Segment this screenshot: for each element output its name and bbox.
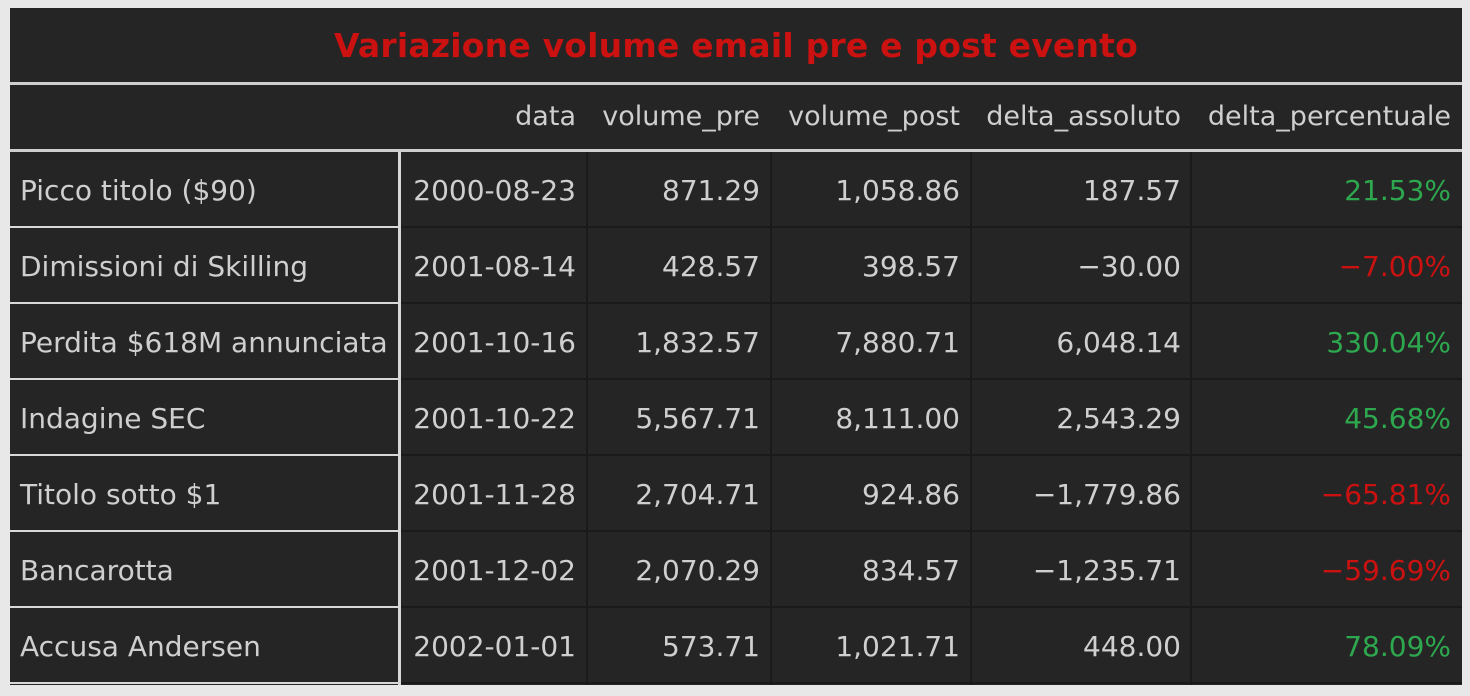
column-header-delta-assoluto: delta_assoluto: [986, 101, 1181, 132]
cell-delta-assoluto: −1,235.71: [1032, 554, 1181, 587]
cell-volume-post: 7,880.71: [835, 326, 960, 359]
cell-delta-assoluto: 6,048.14: [1056, 326, 1181, 359]
cell-delta-percentuale: 78.09%: [1344, 630, 1451, 663]
cell-delta-percentuale: −59.69%: [1320, 554, 1451, 587]
header-separator: [10, 149, 1462, 152]
cell-volume-pre: 428.57: [662, 250, 760, 283]
column-header-delta-percentuale: delta_percentuale: [1207, 101, 1451, 132]
column-divider: [1190, 152, 1192, 685]
table-row: Perdita $618M annunciata 2001-10-16 1,832.…: [10, 304, 1462, 380]
row-separator: [401, 454, 1462, 456]
cell-data: 2001-10-22: [413, 402, 576, 435]
row-label-evento: Titolo sotto $1: [20, 478, 222, 511]
cell-volume-post: 1,058.86: [835, 174, 960, 207]
row-label-evento: Picco titolo ($90): [20, 174, 257, 207]
row-separator: [401, 530, 1462, 532]
cell-data: 2002-01-01: [413, 630, 576, 663]
styled-table: Variazione volume email pre e post event…: [10, 8, 1462, 685]
row-separator: [10, 530, 398, 532]
table-row: Picco titolo ($90) 2000-08-23 871.29 1,058.…: [10, 152, 1462, 228]
column-header-data: data: [515, 101, 576, 132]
cell-volume-post: 834.57: [862, 554, 960, 587]
cell-volume-pre: 5,567.71: [635, 402, 760, 435]
cell-data: 2001-11-28: [413, 478, 576, 511]
cell-delta-assoluto: 2,543.29: [1056, 402, 1181, 435]
table-row: Dimissioni di Skilling 2001-08-14 428.57 39…: [10, 228, 1462, 304]
cell-delta-assoluto: −30.00: [1077, 250, 1181, 283]
column-divider: [586, 152, 588, 685]
cell-volume-post: 398.57: [862, 250, 960, 283]
table-row: Indagine SEC 2001-10-22 5,567.71 8,111.00 2,…: [10, 380, 1462, 456]
cell-delta-assoluto: 448.00: [1083, 630, 1181, 663]
cell-volume-pre: 573.71: [662, 630, 760, 663]
cell-delta-percentuale: −7.00%: [1338, 250, 1451, 283]
table-row: Accusa Andersen 2002-01-01 573.71 1,021.71 4…: [10, 608, 1462, 684]
table-title: Variazione volume email pre e post event…: [333, 25, 1139, 65]
row-separator: [10, 302, 398, 304]
row-label-evento: Bancarotta: [20, 554, 174, 587]
table-header: data volume_pre volume_post delta_assolu…: [10, 85, 1462, 149]
cell-volume-post: 924.86: [862, 478, 960, 511]
cell-volume-pre: 871.29: [662, 174, 760, 207]
cell-delta-percentuale: 330.04%: [1326, 326, 1451, 359]
cell-delta-percentuale: 21.53%: [1344, 174, 1451, 207]
row-separator: [401, 606, 1462, 608]
cell-data: 2000-08-23: [413, 174, 576, 207]
row-label-evento: Dimissioni di Skilling: [20, 250, 308, 283]
table-row: Titolo sotto $1 2001-11-28 2,704.71 924.86 −…: [10, 456, 1462, 532]
row-separator: [10, 454, 398, 456]
column-header-volume-pre: volume_pre: [602, 101, 760, 132]
row-label-evento: Perdita $618M annunciata: [20, 326, 388, 359]
column-header-volume-post: volume_post: [788, 101, 960, 132]
row-label-evento: Accusa Andersen: [20, 630, 261, 663]
column-divider: [770, 152, 772, 685]
cell-volume-post: 1,021.71: [835, 630, 960, 663]
cell-volume-pre: 1,832.57: [635, 326, 760, 359]
cell-delta-percentuale: −65.81%: [1320, 478, 1451, 511]
index-column-divider: [398, 152, 401, 685]
cell-data: 2001-12-02: [413, 554, 576, 587]
row-separator: [401, 682, 1462, 684]
column-divider: [970, 152, 972, 685]
cell-delta-percentuale: 45.68%: [1344, 402, 1451, 435]
cell-data: 2001-10-16: [413, 326, 576, 359]
row-separator: [401, 226, 1462, 228]
row-separator: [10, 226, 398, 228]
row-separator: [10, 682, 398, 684]
cell-data: 2001-08-14: [413, 250, 576, 283]
cell-volume-pre: 2,704.71: [635, 478, 760, 511]
row-separator: [401, 302, 1462, 304]
row-label-evento: Indagine SEC: [20, 402, 206, 435]
cell-volume-post: 8,111.00: [835, 402, 960, 435]
title-separator: [10, 82, 1462, 85]
row-separator: [10, 378, 398, 380]
cell-delta-assoluto: 187.57: [1083, 174, 1181, 207]
cell-volume-pre: 2,070.29: [635, 554, 760, 587]
cell-delta-assoluto: −1,779.86: [1032, 478, 1181, 511]
row-separator: [401, 378, 1462, 380]
row-separator: [10, 606, 398, 608]
table-row: Bancarotta 2001-12-02 2,070.29 834.57 −1,235…: [10, 532, 1462, 608]
